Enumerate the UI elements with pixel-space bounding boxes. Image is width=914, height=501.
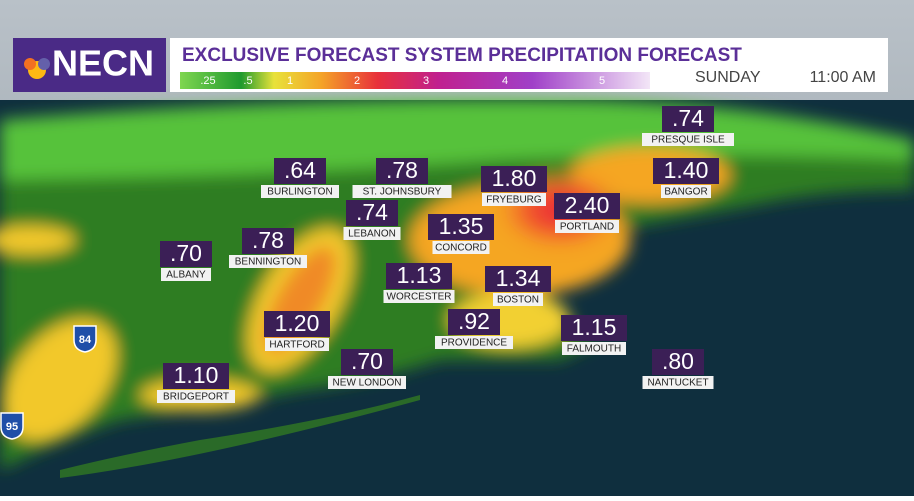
city-name: BURLINGTON	[267, 187, 332, 198]
precip-value: .80	[662, 348, 694, 374]
precip-value: .70	[351, 348, 383, 374]
value-box	[163, 363, 229, 389]
value-box	[485, 266, 551, 292]
precip-value: .92	[458, 308, 490, 334]
legend-bar	[180, 72, 650, 89]
logo: NECN	[52, 43, 154, 84]
city-name: BENNINGTON	[235, 257, 302, 268]
legend-label: 3	[423, 75, 429, 87]
value-box	[481, 166, 547, 192]
value-box	[428, 214, 494, 240]
city-name: FALMOUTH	[567, 344, 621, 355]
precip-value: 2.40	[565, 192, 610, 218]
highway-shield	[0, 412, 24, 440]
nbc-peacock	[24, 58, 50, 79]
precip-value: 1.13	[397, 262, 442, 288]
city-name: BANGOR	[664, 187, 707, 198]
city-name: NEW LONDON	[333, 378, 402, 389]
precip-value: 1.34	[496, 265, 541, 291]
city-name: BRIDGEPORT	[163, 392, 229, 403]
legend-label: .5	[243, 75, 252, 87]
city-labels: .74 PRESQUE ISLE .64 BURLINGTON .78 ST. JOHNS…	[157, 105, 734, 403]
name-box	[328, 376, 406, 389]
value-box	[554, 193, 620, 219]
legend-label: 4	[502, 75, 508, 87]
city-name: FRYEBURG	[486, 195, 542, 206]
value-box	[652, 349, 704, 375]
name-box	[493, 293, 543, 306]
precip-value: .74	[356, 199, 388, 225]
value-box	[448, 309, 500, 335]
highway-number: 95	[6, 421, 18, 433]
name-box	[265, 338, 329, 351]
city-name: ST. JOHNSBURY	[363, 187, 442, 198]
highways: 84 95	[0, 325, 97, 440]
name-box	[432, 241, 490, 254]
value-box	[160, 241, 212, 267]
name-box	[562, 342, 626, 355]
value-box	[242, 228, 294, 254]
name-box	[482, 193, 546, 206]
legend: .25 .5 1 2 3 4 5	[200, 75, 605, 87]
highway-number: 84	[79, 334, 92, 346]
name-box	[261, 185, 339, 198]
value-box	[341, 349, 393, 375]
precip-value: 1.10	[174, 362, 219, 388]
value-box	[376, 158, 428, 184]
value-box	[386, 263, 452, 289]
name-box	[435, 336, 513, 349]
city-name: ALBANY	[166, 270, 206, 281]
city-name: LEBANON	[348, 229, 396, 240]
value-box	[662, 106, 714, 132]
legend-label: 5	[599, 75, 605, 87]
value-box	[274, 158, 326, 184]
city-name: PORTLAND	[560, 222, 614, 233]
value-box	[346, 200, 398, 226]
legend-label: 2	[354, 75, 360, 87]
name-box	[229, 255, 307, 268]
value-box	[264, 311, 330, 337]
city-name: BOSTON	[497, 295, 539, 306]
value-box	[561, 315, 627, 341]
day: SUNDAY	[695, 69, 761, 86]
precip-value: .78	[252, 227, 284, 253]
name-box	[642, 133, 734, 146]
city-name: PROVIDENCE	[441, 338, 507, 349]
name-box	[343, 227, 401, 240]
name-box	[383, 290, 455, 303]
long-island	[60, 395, 420, 478]
city-name: WORCESTER	[387, 292, 452, 303]
precip-value: 1.15	[572, 314, 617, 340]
precip-value: .78	[386, 157, 418, 183]
name-box	[352, 185, 452, 198]
value-box	[653, 158, 719, 184]
precip-value: 1.20	[275, 310, 320, 336]
time: 11:00 AM	[810, 69, 876, 86]
name-box	[161, 268, 211, 281]
precip-value: 1.35	[439, 213, 484, 239]
city-name: PRESQUE ISLE	[651, 135, 725, 146]
name-box	[157, 390, 235, 403]
name-box	[661, 185, 711, 198]
precip-value: .74	[672, 105, 704, 131]
city-name: HARTFORD	[269, 340, 324, 351]
precip-value: 1.80	[492, 165, 537, 191]
city-name: NANTUCKET	[647, 378, 708, 389]
precip-value: .64	[284, 157, 316, 183]
precip-value: .70	[170, 240, 202, 266]
name-box	[555, 220, 619, 233]
name-box	[642, 376, 714, 389]
highway-shield	[73, 325, 97, 353]
legend-label: .25	[200, 75, 215, 87]
legend-label: 1	[287, 75, 293, 87]
title: EXCLUSIVE FORECAST SYSTEM PRECIPITATION …	[182, 45, 742, 66]
precip-value: 1.40	[664, 157, 709, 183]
city-name: CONCORD	[435, 243, 487, 254]
